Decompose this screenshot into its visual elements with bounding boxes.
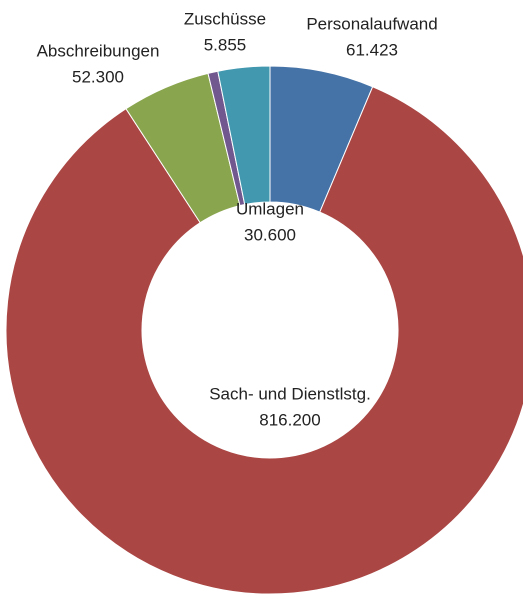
slice-value: 30.600 bbox=[244, 225, 296, 244]
slice-label: Sach- und Dienstlstg. bbox=[209, 384, 371, 403]
slice-value: 816.200 bbox=[259, 410, 320, 429]
slice-value: 52.300 bbox=[72, 67, 124, 86]
donut-slice bbox=[5, 86, 523, 595]
slice-label: Umlagen bbox=[236, 199, 304, 218]
slice-label: Abschreibungen bbox=[37, 41, 160, 60]
donut-slice bbox=[217, 65, 271, 206]
slice-label: Zuschüsse bbox=[184, 9, 266, 28]
slice-value: 61.423 bbox=[346, 40, 398, 59]
slice-value: 5.855 bbox=[204, 35, 247, 54]
slice-label: Personalaufwand bbox=[306, 14, 437, 33]
